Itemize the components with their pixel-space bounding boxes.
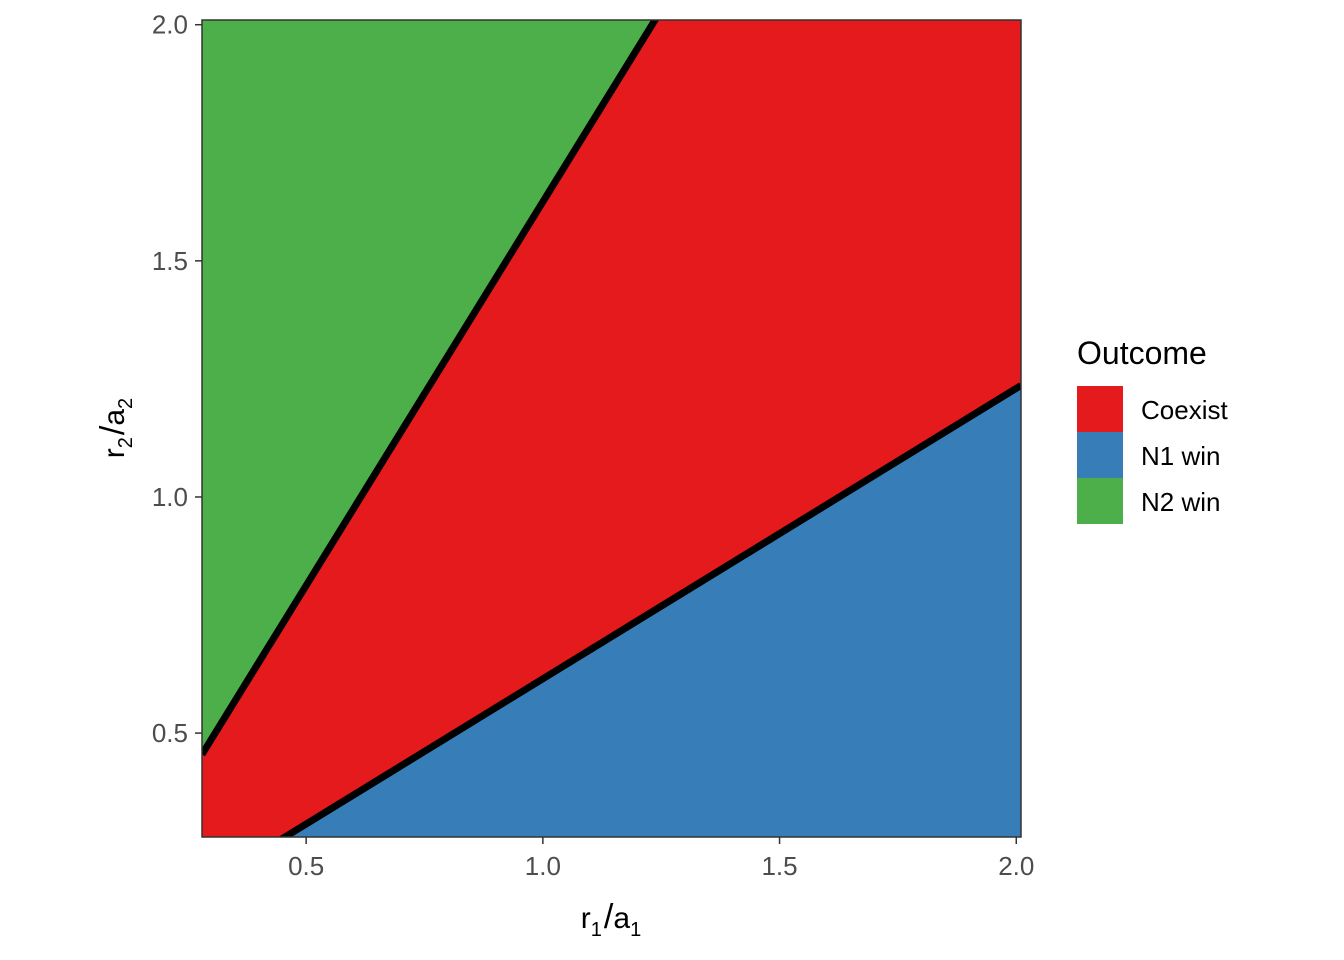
legend-key-n2-win bbox=[1077, 478, 1123, 524]
x-axis: 0.5 1.0 1.5 2.0 bbox=[288, 837, 1034, 881]
boundary-line-upper bbox=[202, 20, 660, 757]
y-tick-label: 1.5 bbox=[152, 246, 188, 276]
x-tick-label: 0.5 bbox=[288, 851, 324, 881]
y-axis: 0.5 1.0 1.5 2.0 bbox=[152, 10, 202, 748]
legend-label: N2 win bbox=[1141, 487, 1220, 517]
y-axis-title: r2/a2 bbox=[94, 398, 137, 458]
x-tick-label: 2.0 bbox=[998, 851, 1034, 881]
y-tick-label: 0.5 bbox=[152, 718, 188, 748]
region-n2-win bbox=[202, 20, 1021, 755]
x-tick-label: 1.5 bbox=[761, 851, 797, 881]
boundary-line-lower bbox=[278, 382, 1021, 837]
legend: Outcome Coexist N1 win N2 win bbox=[1077, 335, 1228, 524]
x-tick-label: 1.0 bbox=[525, 851, 561, 881]
legend-label: N1 win bbox=[1141, 441, 1220, 471]
region-n1-win bbox=[202, 385, 1021, 837]
x-axis-title: r1/a1 bbox=[581, 898, 641, 941]
legend-key-coexist bbox=[1077, 386, 1123, 432]
y-tick-label: 2.0 bbox=[152, 10, 188, 40]
plot-panel bbox=[202, 20, 1021, 837]
legend-label: Coexist bbox=[1141, 395, 1228, 425]
panel-border bbox=[201, 19, 1022, 838]
y-tick-label: 1.0 bbox=[152, 482, 188, 512]
legend-title: Outcome bbox=[1077, 335, 1207, 371]
legend-key-n1-win bbox=[1077, 432, 1123, 478]
